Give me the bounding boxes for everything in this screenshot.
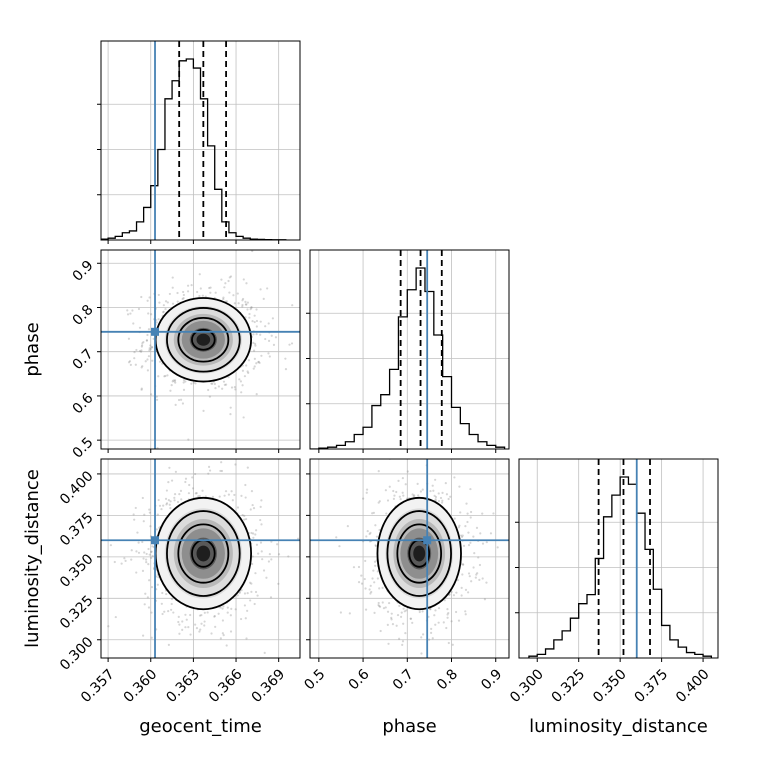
x-tick-label: 0.7 (390, 666, 417, 693)
y-axis-label: luminosity_distance (22, 469, 43, 648)
density-level-5 (196, 333, 211, 346)
x-tick-label: 0.375 (632, 666, 672, 706)
contour-2 (166, 510, 241, 597)
y-tick-label: 0.6 (70, 390, 97, 417)
x-tick-label: 0.350 (590, 666, 630, 706)
density-level-5 (413, 545, 426, 562)
panel-phase-vs-luminosity_distance: 0.5 0.6 0.7 0.8 0.9 phase (301, 458, 510, 737)
panel-frame (100, 458, 301, 659)
panel-phase-hist (306, 249, 510, 453)
y-tick-label: 0.400 (57, 468, 97, 508)
contour-2 (166, 307, 241, 373)
y-axis-label: phase (22, 322, 43, 376)
y-tick-label: 0.7 (70, 346, 97, 373)
density-level-5 (196, 545, 211, 562)
x-tick-label: 0.6 (346, 666, 373, 693)
panel-geocent_time-hist (97, 40, 301, 244)
x-tick-label: 0.300 (507, 666, 547, 706)
x-tick-label: 0.357 (78, 666, 118, 706)
panel-frame (518, 458, 719, 659)
panel-luminosity_distance-hist: 0.300 0.325 0.350 0.375 0.400 luminosity_dist… (507, 458, 719, 737)
x-axis-label: geocent_time (139, 716, 262, 737)
truth-marker (423, 536, 432, 545)
x-tick-label: 0.8 (434, 666, 461, 693)
contour-2 (386, 510, 452, 597)
x-tick-label: 0.366 (206, 666, 246, 706)
contour-0 (191, 328, 216, 351)
contour-3 (376, 496, 462, 611)
x-axis-label: luminosity_distance (529, 716, 708, 737)
x-tick-label: 0.400 (673, 666, 713, 706)
truth-marker (151, 327, 160, 336)
y-tick-label: 0.300 (57, 634, 97, 674)
y-tick-label: 0.5 (70, 434, 97, 461)
panel-frame (309, 249, 510, 450)
x-tick-label: 0.360 (121, 666, 161, 706)
x-tick-label: 0.369 (249, 666, 289, 706)
histogram-luminosity_distance (528, 476, 713, 658)
histogram-geocent_time (101, 58, 287, 240)
contour-1 (177, 316, 230, 363)
y-tick-label: 0.325 (57, 593, 97, 633)
y-tick-label: 0.350 (57, 551, 97, 591)
x-axis-label: phase (382, 716, 436, 737)
contour-1 (396, 523, 443, 584)
panel-frame (100, 40, 301, 241)
truth-marker (151, 536, 160, 545)
panel-geocent_time-vs-phase: 0.5 0.6 0.7 0.8 0.9 (70, 249, 301, 462)
x-tick-label: 0.5 (301, 666, 328, 693)
contour-1 (177, 523, 230, 584)
x-tick-label: 0.325 (549, 666, 589, 706)
y-tick-label: 0.8 (70, 302, 97, 329)
x-tick-label: 0.363 (163, 666, 203, 706)
histogram-phase (310, 267, 506, 449)
x-tick-label: 0.9 (478, 666, 505, 693)
y-tick-label: 0.9 (70, 258, 97, 285)
y-tick-label: 0.375 (57, 510, 97, 550)
panel-frame (100, 249, 301, 450)
panel-frame (309, 458, 510, 659)
